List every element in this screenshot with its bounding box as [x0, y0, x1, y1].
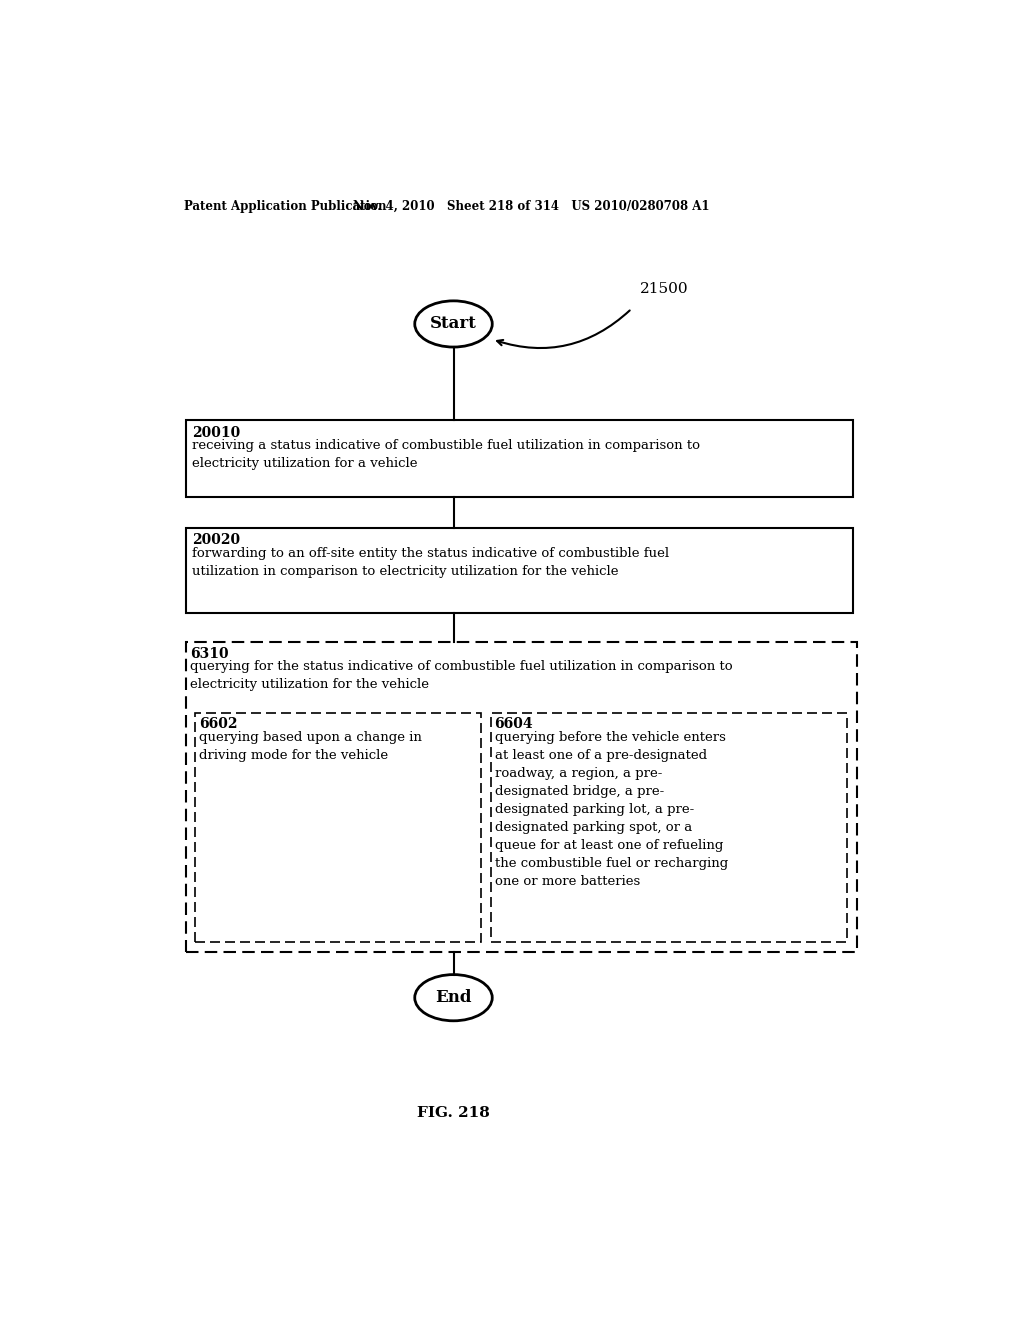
Text: Nov. 4, 2010   Sheet 218 of 314   US 2010/0280708 A1: Nov. 4, 2010 Sheet 218 of 314 US 2010/02… — [352, 199, 710, 213]
Bar — [196, 713, 480, 942]
Text: 20020: 20020 — [193, 533, 241, 548]
Bar — [490, 713, 847, 942]
Text: querying for the status indicative of combustible fuel utilization in comparison: querying for the status indicative of co… — [190, 660, 732, 692]
Text: 21500: 21500 — [640, 282, 688, 296]
Text: querying based upon a change in
driving mode for the vehicle: querying based upon a change in driving … — [200, 731, 422, 762]
Text: forwarding to an off-site entity the status indicative of combustible fuel
utili: forwarding to an off-site entity the sta… — [193, 548, 670, 578]
Text: querying before the vehicle enters
at least one of a pre-designated
roadway, a r: querying before the vehicle enters at le… — [495, 731, 728, 888]
Text: FIG. 218: FIG. 218 — [417, 1106, 489, 1121]
Text: Patent Application Publication: Patent Application Publication — [183, 199, 386, 213]
Text: 6310: 6310 — [190, 647, 228, 660]
Bar — [186, 420, 853, 498]
Text: Start: Start — [430, 315, 477, 333]
Text: 6604: 6604 — [495, 718, 534, 731]
Bar — [186, 642, 856, 952]
Bar — [186, 528, 853, 612]
Text: End: End — [435, 989, 472, 1006]
Text: 20010: 20010 — [193, 425, 241, 440]
Text: receiving a status indicative of combustible fuel utilization in comparison to
e: receiving a status indicative of combust… — [193, 440, 700, 470]
Text: 6602: 6602 — [200, 718, 238, 731]
